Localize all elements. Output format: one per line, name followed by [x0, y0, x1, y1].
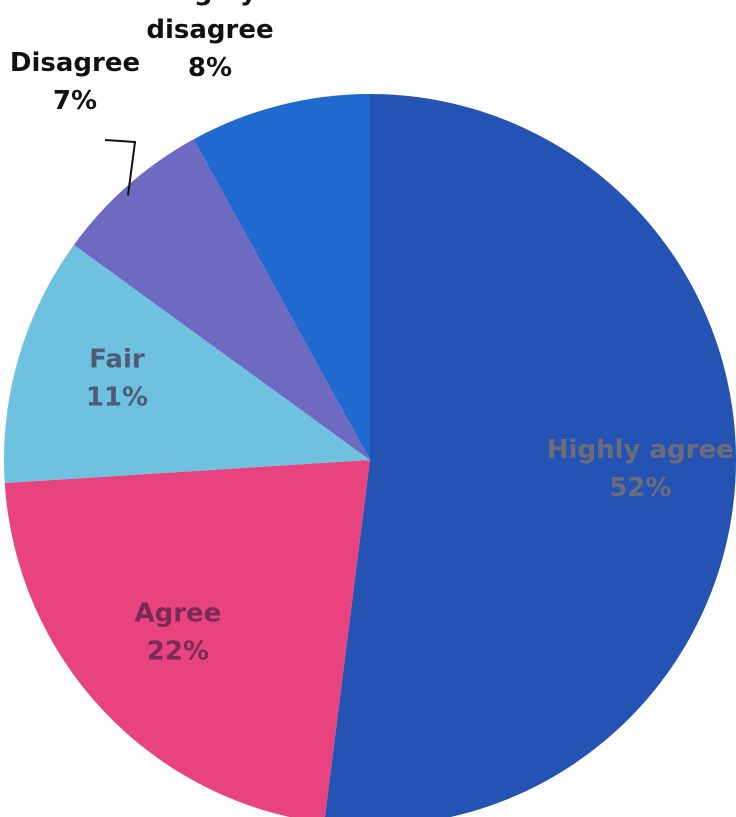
pie-label-line: 11%: [86, 382, 148, 412]
pie-label-fair: Fair 11%: [86, 344, 148, 412]
pie-label-line: Disagree: [10, 48, 140, 78]
pie-label-line: 7%: [53, 86, 97, 116]
pie-slice-highly-disagree: [193, 94, 370, 460]
pie-label-line: Agree: [134, 598, 221, 628]
pie-slice-disagree: [73, 139, 370, 460]
pie-label-line: disagree: [146, 15, 273, 45]
pie-leader-line-disagree: [104, 139, 137, 196]
pie-label-highly-agree: Highly agree 52%: [547, 435, 734, 503]
pie-slice-highly-agree: [324, 94, 736, 817]
pie-label-line: Fair: [89, 344, 145, 374]
pie-slice-agree: [4, 460, 370, 817]
pie-label-highly-disagree: Highly disagree 8%: [146, 0, 273, 83]
pie-slice-fair: [4, 244, 371, 483]
pie-labels: Highly agree 52% Agree 22% Fair 11% Disagree 7%…: [10, 0, 734, 666]
pie-label-agree: Agree 22%: [134, 598, 221, 666]
pie-label-line: 52%: [609, 473, 671, 503]
pie-label-line: 22%: [147, 636, 209, 666]
pie-label-line: Highly agree: [547, 435, 734, 465]
pie-slices: [4, 94, 736, 817]
pie-label-line: Highly: [163, 0, 257, 7]
pie-label-disagree: Disagree 7%: [10, 48, 140, 116]
pie-label-line: 8%: [188, 53, 232, 83]
